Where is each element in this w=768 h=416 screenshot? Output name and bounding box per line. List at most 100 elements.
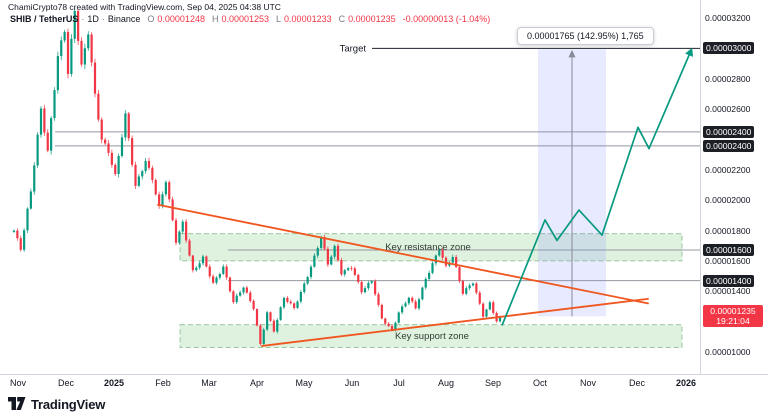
time-axis[interactable]: Nov Dec 2025 Feb Mar Apr May Jun Jul Aug Sep Oct Nov…: [0, 374, 768, 392]
candle-body: [43, 108, 46, 133]
candle-body: [320, 237, 323, 248]
price-tick-label: 0.00002600: [705, 104, 751, 115]
candle-body: [164, 182, 167, 195]
candle-body: [242, 287, 245, 293]
time-tick-label: Nov: [579, 378, 597, 388]
open-label: O: [147, 14, 155, 24]
candle-body: [87, 34, 90, 49]
symbol-name[interactable]: SHIB / TetherUS: [10, 14, 79, 24]
candle-body: [367, 282, 370, 289]
candle-body: [144, 160, 147, 172]
candle-body: [171, 199, 174, 221]
candle-body: [458, 267, 461, 282]
candle-body: [178, 231, 181, 243]
candle-body: [387, 323, 390, 327]
candle-body: [73, 10, 76, 39]
candle-body: [232, 291, 235, 303]
candle-body: [255, 309, 259, 326]
candle-body: [333, 245, 336, 257]
candle-body: [249, 292, 252, 301]
price-range-arrow-icon: [568, 49, 576, 58]
candle-body: [36, 134, 39, 166]
candle-body: [323, 237, 326, 249]
candle-body: [455, 256, 458, 268]
candle-body: [212, 276, 215, 283]
candlestick-chart[interactable]: Target Key resistance zone Key support zon…: [0, 0, 700, 374]
time-tick-label: May: [295, 378, 313, 388]
low-value: 0.00001233: [284, 14, 332, 24]
candle-body: [174, 220, 178, 243]
bar-countdown: 19:21:04: [716, 316, 750, 327]
candle-body: [343, 270, 346, 275]
candle-body: [262, 329, 265, 344]
time-tick-label: Nov: [9, 378, 27, 388]
price-tick-label: 0.00001800: [705, 225, 751, 236]
time-tick-label: Jun: [344, 378, 360, 388]
candle-body: [303, 283, 306, 292]
candle-body: [266, 312, 269, 330]
candle-body: [198, 263, 201, 268]
tradingview-wordmark[interactable]: TradingView: [31, 396, 106, 412]
support-zone-label: Key support zone: [395, 331, 469, 342]
candle-body: [147, 160, 151, 168]
candle-body: [390, 326, 394, 331]
candle-body: [141, 171, 144, 177]
candle-body: [252, 300, 255, 310]
high-value: 0.00001253: [221, 14, 270, 24]
candle-body: [309, 266, 313, 277]
candle-body: [218, 273, 221, 278]
footer-bar: TradingView: [0, 392, 768, 416]
attribution-text: ChamiCrypto78 created with TradingView.c…: [8, 2, 281, 12]
candle-body: [431, 263, 434, 273]
candle-body: [12, 230, 16, 232]
candle-body: [276, 319, 279, 332]
candle-body: [296, 301, 299, 308]
price-line-badge: 0.00001600: [703, 243, 755, 256]
price-scale[interactable]: 0.00003200 0.00002800 0.00002600 0.00002200…: [700, 0, 768, 374]
candle-body: [228, 277, 232, 292]
candle-body: [326, 248, 329, 265]
timeframe-label[interactable]: 1D: [87, 14, 99, 24]
projection-path: [501, 50, 692, 326]
candle-body: [185, 221, 188, 241]
candle-body: [475, 283, 478, 293]
candle-body: [208, 266, 211, 277]
change-value: -0.00000013 (-1.04%): [402, 14, 491, 24]
candle-body: [151, 167, 154, 181]
candle-body: [26, 208, 29, 231]
candle-body: [293, 303, 296, 308]
price-tick-label: 0.00001400: [705, 286, 751, 297]
candle-body: [299, 291, 302, 302]
candle-body: [215, 277, 218, 283]
price-tick-label: 0.00002800: [705, 73, 751, 84]
price-tick-label: 0.00002000: [705, 195, 751, 206]
candle-body: [107, 143, 110, 153]
time-tick-label: Mar: [201, 378, 217, 388]
candle-body: [23, 230, 26, 250]
candle-body: [272, 320, 275, 332]
ascending-trendline: [261, 297, 649, 347]
candle-body: [461, 281, 464, 294]
price-line-badge: 0.00002400: [703, 139, 755, 152]
candle-body: [313, 255, 316, 267]
price-tick-label: 0.00001000: [705, 347, 751, 357]
tradingview-logo-icon[interactable]: [8, 397, 26, 411]
time-tick-label: Aug: [437, 378, 455, 388]
candle-body: [363, 288, 367, 293]
measurement-tooltip: 0.00001765 (142.95%) 1,765: [517, 27, 654, 45]
time-tick-label: Apr: [249, 378, 265, 388]
candle-body: [195, 267, 198, 271]
candle-body: [468, 285, 471, 289]
candle-body: [114, 164, 117, 174]
candle-body: [191, 255, 194, 271]
candle-body: [201, 256, 205, 264]
candle-body: [53, 90, 56, 119]
open-value: 0.00001248: [157, 14, 205, 24]
time-tick-label: Dec: [57, 378, 75, 388]
candle-body: [66, 31, 70, 74]
chart-plot-area[interactable]: Target Key resistance zone Key support zon…: [0, 0, 700, 374]
candle-body: [222, 266, 225, 274]
time-tick-label: 2025: [103, 378, 125, 388]
exchange-label[interactable]: Binance: [107, 14, 141, 24]
